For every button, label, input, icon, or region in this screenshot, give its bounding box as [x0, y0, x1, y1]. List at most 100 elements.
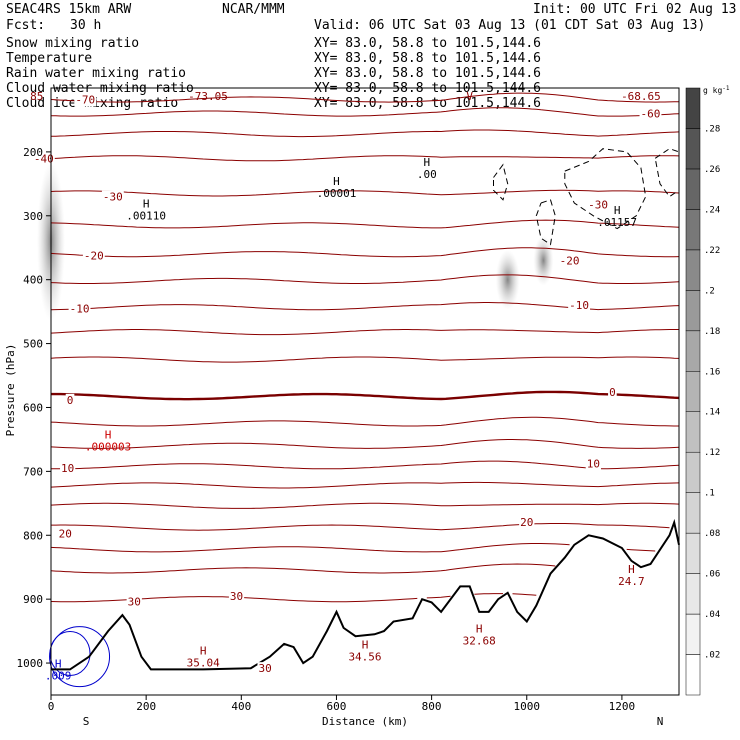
plot-frame	[50, 87, 680, 696]
field-name: Rain water mixing ratio	[6, 66, 186, 81]
contour-label: -20	[560, 255, 580, 268]
isotherm-line	[50, 593, 537, 603]
contour-label-bg	[82, 249, 105, 263]
contour-label: -70	[75, 94, 95, 107]
high-marker-value: .00	[417, 168, 437, 181]
contour-label-bg	[74, 93, 97, 107]
high-marker-value: 24.7	[618, 575, 645, 588]
x-tick-label: 200	[136, 700, 156, 713]
contour-label: -30	[588, 198, 608, 211]
terrain-profile	[51, 518, 680, 671]
field-xy-range: XY= 83.0, 58.8 to 101.5,144.6	[314, 96, 541, 111]
cloud-ice-contour	[535, 199, 556, 246]
isotherm-line	[51, 390, 680, 401]
isotherm-line	[50, 92, 680, 103]
contour-label-bg	[68, 302, 91, 316]
colorbar-swatch	[685, 87, 701, 129]
high-marker-value: .000003	[85, 441, 131, 454]
x-axis: 0 200 400 600 800 1000 1200	[48, 695, 635, 713]
south-label: S	[83, 715, 90, 728]
contour-label-bg	[126, 595, 142, 609]
field-xy-range: XY= 83.0, 58.8 to 101.5,144.6	[314, 51, 541, 66]
high-marker-value: .00110	[126, 209, 166, 222]
contour-labels: -70 -60 -40 -30 -30 -20 -20 -10 -10 0 0 10 10 20 20 30 3…	[32, 93, 662, 676]
high-marker-value: .009	[45, 669, 72, 682]
colorbar-tick-label: .08	[704, 529, 720, 539]
high-marker-value: 34.56	[348, 650, 381, 663]
isotherm-line	[50, 129, 680, 138]
colorbar-tick-label: .16	[704, 367, 720, 377]
colorbar-swatch	[685, 411, 701, 453]
colorbar-swatch	[685, 532, 701, 574]
contour-label: -40	[34, 152, 54, 165]
valid-time: Valid: 06 UTC Sat 03 Aug 13 (01 CDT Sat …	[314, 18, 705, 33]
contour-label-bg	[228, 589, 245, 603]
y-tick-label: 500	[23, 338, 43, 351]
colorbar-unit-base: g kg	[703, 86, 722, 95]
isotherm-line	[51, 460, 680, 470]
colorbar-tick-label: .2	[704, 286, 715, 296]
high-marker-value: 35.04	[187, 657, 220, 670]
contour-label: 10	[61, 462, 74, 475]
contour-label: 10	[587, 458, 600, 471]
contour-label-bg	[101, 190, 124, 204]
high-marker-h: H	[476, 622, 483, 635]
contour-label-bg	[585, 457, 601, 471]
high-marker-h: H	[105, 429, 112, 442]
top-labels: 85 -73.05 V -68.65	[30, 90, 661, 103]
cloud-ice-contour	[493, 163, 509, 201]
contour-label: -10	[569, 299, 589, 312]
top-contour-label: V	[466, 90, 473, 103]
terrain-line	[51, 518, 680, 671]
contour-label-bg	[60, 462, 76, 476]
colorbar-tick-label: .18	[704, 327, 720, 337]
x-tick-label: 1000	[514, 700, 541, 713]
isotherm-line	[50, 247, 680, 258]
colorbar-tick-label: .02	[704, 651, 720, 661]
x-tick-label: 400	[231, 700, 251, 713]
contour-label-bg	[57, 527, 73, 541]
high-marker-h: H	[362, 638, 369, 651]
colorbar-swatch	[685, 492, 701, 534]
contour-label: -30	[103, 191, 123, 204]
colorbar-tick-label: .24	[704, 205, 720, 215]
high-marker-value: 32.68	[463, 634, 496, 647]
contour-label: 30	[258, 662, 271, 675]
colorbar-tick-label: .26	[704, 165, 720, 175]
colorbar-swatch	[685, 371, 701, 412]
y-axis: 200 300 400 500 600 700 800 900 1000	[17, 146, 51, 670]
top-contour-label: -68.65	[621, 90, 661, 103]
field-xy-range: XY= 83.0, 58.8 to 101.5,144.6	[314, 36, 541, 51]
forecast-label: Fcst:	[6, 18, 45, 33]
y-tick-label: 700	[23, 465, 43, 478]
contour-label: -60	[641, 108, 661, 121]
x-tick-label: 600	[327, 700, 347, 713]
isotherm-line	[50, 356, 680, 363]
contour-label-bg	[608, 386, 617, 400]
high-marker-h: H	[55, 657, 62, 670]
colorbar-swatch	[685, 451, 701, 493]
colorbar-tick-label: .12	[704, 448, 720, 458]
contour-label-bg	[639, 107, 662, 121]
y-tick-label: 200	[23, 146, 43, 159]
field-xy-range: XY= 83.0, 58.8 to 101.5,144.6	[314, 66, 541, 81]
contour-label: 30	[230, 590, 243, 603]
colorbar-unit: g kg-1	[703, 85, 730, 95]
high-marker-h: H	[200, 645, 207, 658]
high-markers: H.00110H.00001H.00H.01157H.000003H35.04H…	[45, 156, 645, 683]
field-name: Snow mixing ratio	[6, 36, 139, 51]
isotherm-line	[50, 563, 556, 574]
temperature-contours	[50, 92, 680, 603]
init-time: Init: 00 UTC Fri 02 Aug 13	[533, 2, 737, 17]
cloud-ice-contour	[564, 148, 647, 230]
organization-label: NCAR/MMM	[222, 2, 285, 17]
colorbar-swatch	[685, 128, 701, 170]
high-marker-h: H	[143, 197, 150, 210]
high-marker-h: H	[628, 563, 635, 576]
colorbar-swatch	[685, 330, 701, 372]
isotherm-line	[50, 155, 680, 162]
isotherm-line	[50, 439, 680, 449]
y-tick-label: 600	[23, 401, 43, 414]
colorbar-swatch	[685, 290, 701, 332]
